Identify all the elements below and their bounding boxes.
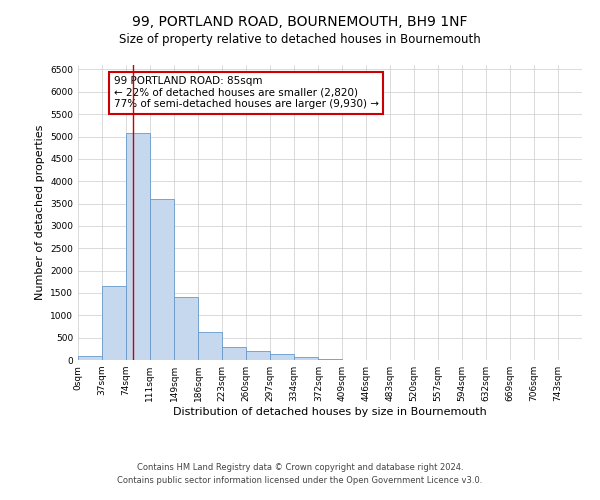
Text: 99, PORTLAND ROAD, BOURNEMOUTH, BH9 1NF: 99, PORTLAND ROAD, BOURNEMOUTH, BH9 1NF <box>132 15 468 29</box>
Bar <box>319 358 342 360</box>
Bar <box>150 199 173 360</box>
Bar <box>78 356 102 360</box>
Text: Contains HM Land Registry data © Crown copyright and database right 2024.: Contains HM Land Registry data © Crown c… <box>137 464 463 472</box>
Bar <box>198 332 222 360</box>
Bar <box>174 296 198 360</box>
Bar <box>222 346 246 360</box>
Y-axis label: Number of detached properties: Number of detached properties <box>35 125 44 300</box>
Bar <box>270 354 294 360</box>
Text: Contains public sector information licensed under the Open Government Licence v3: Contains public sector information licen… <box>118 476 482 485</box>
Text: 99 PORTLAND ROAD: 85sqm
← 22% of detached houses are smaller (2,820)
77% of semi: 99 PORTLAND ROAD: 85sqm ← 22% of detache… <box>113 76 379 110</box>
Text: Size of property relative to detached houses in Bournemouth: Size of property relative to detached ho… <box>119 32 481 46</box>
Bar <box>294 358 318 360</box>
Bar <box>126 133 150 360</box>
X-axis label: Distribution of detached houses by size in Bournemouth: Distribution of detached houses by size … <box>173 407 487 417</box>
Bar <box>246 351 270 360</box>
Bar <box>102 286 126 360</box>
